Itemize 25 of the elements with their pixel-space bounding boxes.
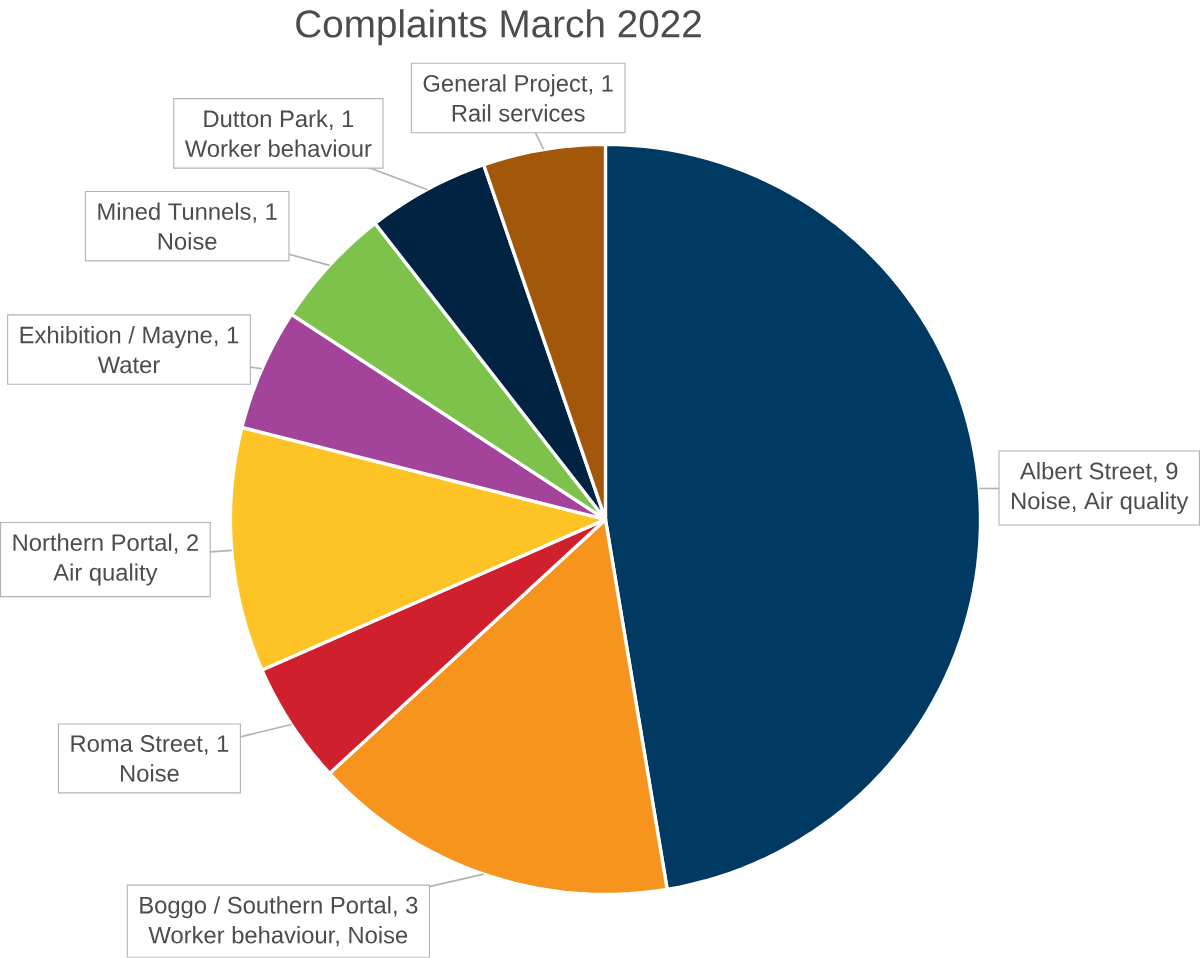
text: Worker behaviour bbox=[184, 139, 372, 158]
text: Noise bbox=[158, 232, 217, 250]
text: Noise bbox=[121, 764, 179, 782]
slice-label: Albert Street bbox=[1020, 462, 1152, 480]
data-label: , 1 bbox=[253, 203, 277, 223]
slice-label: Exhibition / Mayne bbox=[20, 326, 212, 349]
slice-label: Roma Street bbox=[71, 735, 203, 752]
slice-label: Northern Portal bbox=[13, 533, 172, 552]
chart-title: Complaints March 2022 bbox=[296, 9, 701, 46]
text: Noise, Air quality bbox=[1012, 491, 1189, 515]
text: Worker behaviour, Noise bbox=[148, 926, 408, 947]
text: Air quality bbox=[53, 563, 158, 586]
data-label: , 1 bbox=[330, 110, 354, 131]
data-label: , 1 bbox=[589, 75, 613, 95]
slice-label: Dutton Park bbox=[204, 109, 328, 128]
text: Rail services bbox=[452, 104, 585, 122]
text: Water bbox=[97, 356, 160, 374]
data-label: , 3 bbox=[394, 896, 418, 917]
slice-label: Mined Tunnels bbox=[98, 202, 251, 220]
data-label: , 9 bbox=[1154, 462, 1178, 483]
slice-label: Boggo / Southern Portal bbox=[140, 896, 391, 919]
data-label: , 2 bbox=[174, 534, 198, 554]
data-label: , 1 bbox=[214, 326, 239, 347]
data-label: , 1 bbox=[205, 735, 229, 755]
slice-label: General Project bbox=[423, 74, 588, 97]
